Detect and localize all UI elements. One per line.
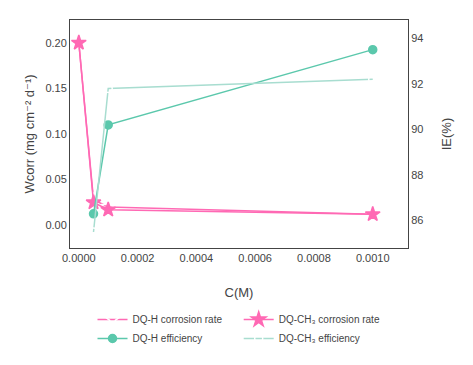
svg-text:0.00: 0.00 bbox=[45, 219, 66, 231]
svg-text:C(M): C(M) bbox=[225, 285, 254, 300]
svg-text:0.0010: 0.0010 bbox=[356, 252, 390, 264]
svg-text:Wcorr (mg cm⁻² d⁻¹): Wcorr (mg cm⁻² d⁻¹) bbox=[22, 74, 37, 193]
svg-text:90: 90 bbox=[411, 123, 423, 135]
svg-text:88: 88 bbox=[411, 169, 423, 181]
svg-text:DQ-CH₃ efficiency: DQ-CH₃ efficiency bbox=[279, 333, 360, 344]
svg-text:92: 92 bbox=[411, 78, 423, 90]
svg-text:0.20: 0.20 bbox=[45, 37, 66, 49]
svg-text:DQ-H corrosion rate: DQ-H corrosion rate bbox=[133, 314, 223, 325]
svg-text:86: 86 bbox=[411, 214, 423, 226]
svg-text:DQ-H efficiency: DQ-H efficiency bbox=[133, 333, 203, 344]
svg-text:0.05: 0.05 bbox=[45, 173, 66, 185]
svg-text:0.0008: 0.0008 bbox=[297, 252, 331, 264]
svg-text:94: 94 bbox=[411, 32, 423, 44]
svg-text:0.0002: 0.0002 bbox=[121, 252, 155, 264]
svg-text:0.0000: 0.0000 bbox=[62, 252, 96, 264]
svg-text:0.10: 0.10 bbox=[45, 128, 66, 140]
svg-text:0.15: 0.15 bbox=[45, 82, 66, 94]
svg-text:0.0006: 0.0006 bbox=[238, 252, 272, 264]
svg-text:0.0004: 0.0004 bbox=[180, 252, 214, 264]
svg-text:IE(%): IE(%) bbox=[439, 118, 454, 151]
svg-text:DQ-CH₃ corrosion rate: DQ-CH₃ corrosion rate bbox=[279, 314, 380, 325]
